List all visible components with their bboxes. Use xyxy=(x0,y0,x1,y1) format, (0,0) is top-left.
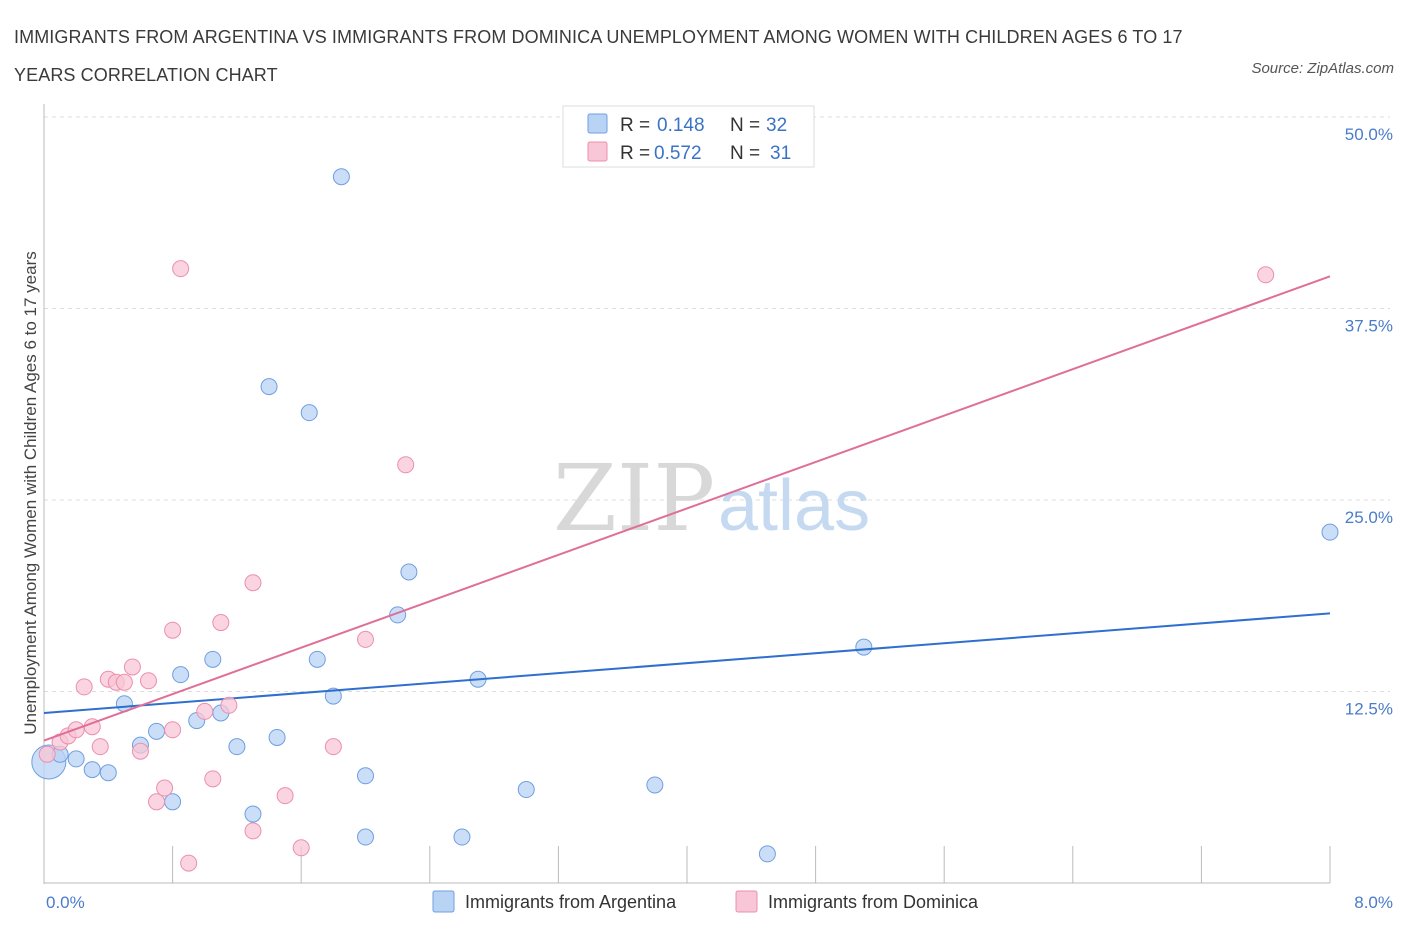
legend-n-label-dominica: N = xyxy=(730,143,760,164)
point-dominica xyxy=(244,574,262,592)
chart-title: IMMIGRANTS FROM ARGENTINA VS IMMIGRANTS … xyxy=(14,27,1183,85)
point-argentina xyxy=(244,805,262,823)
point-argentina xyxy=(308,650,326,668)
point-dominica xyxy=(148,793,166,811)
point-argentina xyxy=(324,687,342,705)
point-argentina xyxy=(148,722,166,740)
point-argentina xyxy=(260,378,278,396)
x-tick-label-min: 0.0% xyxy=(46,893,85,912)
point-dominica xyxy=(204,770,222,788)
gridlines xyxy=(44,116,1390,692)
series-argentina xyxy=(31,168,1339,863)
y-tick-label: 50.0% xyxy=(1345,125,1393,144)
y-axis-label: Unemployment Among Women with Children A… xyxy=(21,251,40,735)
source-credit: Source: ZipAtlas.com xyxy=(1251,60,1394,77)
point-argentina xyxy=(332,168,350,186)
point-dominica xyxy=(357,630,374,648)
y-tick-label: 12.5% xyxy=(1345,700,1393,719)
point-dominica xyxy=(172,260,190,278)
point-dominica xyxy=(156,779,174,797)
point-argentina xyxy=(172,666,190,684)
legend-n-value-argentina: 32 xyxy=(766,115,787,136)
point-argentina xyxy=(67,750,85,768)
point-dominica xyxy=(91,738,109,756)
point-dominica xyxy=(139,672,157,690)
point-dominica xyxy=(1257,266,1275,284)
bottom-legend: Immigrants from Argentina Immigrants fro… xyxy=(432,890,979,913)
trendline-dominica xyxy=(43,275,1331,742)
point-argentina xyxy=(204,650,222,668)
point-dominica xyxy=(123,658,141,676)
point-dominica xyxy=(212,614,230,632)
point-dominica xyxy=(292,839,310,857)
point-argentina xyxy=(300,404,318,422)
x-tick-label-max: 8.0% xyxy=(1354,893,1393,912)
series-dominica xyxy=(38,260,1331,872)
legend-r-value-argentina: 0.148 xyxy=(657,115,705,136)
y-tick-label: 25.0% xyxy=(1345,508,1393,527)
point-argentina xyxy=(855,638,873,656)
point-dominica xyxy=(244,822,262,840)
bottom-legend-swatch-dominica xyxy=(735,890,758,913)
legend-swatch-argentina xyxy=(587,113,608,134)
point-dominica xyxy=(220,696,238,714)
point-dominica xyxy=(164,721,182,739)
point-argentina xyxy=(99,764,117,782)
point-argentina xyxy=(268,728,286,746)
point-argentina xyxy=(164,793,182,811)
watermark: ZIP atlas xyxy=(553,445,870,552)
point-argentina xyxy=(517,781,535,799)
point-dominica xyxy=(196,702,214,720)
point-dominica xyxy=(115,673,133,691)
bottom-legend-label-dominica: Immigrants from Dominica xyxy=(768,892,979,912)
legend-n-value-dominica: 31 xyxy=(770,143,791,164)
legend-r-value-dominica: 0.572 xyxy=(654,143,702,164)
bottom-legend-swatch-argentina xyxy=(432,890,455,913)
y-tick-label: 37.5% xyxy=(1345,317,1393,336)
watermark-zip: ZIP xyxy=(553,445,715,552)
point-dominica xyxy=(180,854,198,872)
y-axis-tick-labels: 12.5% 25.0% 37.5% 50.0% xyxy=(1345,125,1393,719)
point-argentina xyxy=(646,776,664,794)
point-dominica xyxy=(164,621,182,639)
point-argentina xyxy=(357,767,374,785)
bottom-legend-label-argentina: Immigrants from Argentina xyxy=(465,892,677,912)
point-argentina xyxy=(758,845,776,863)
watermark-atlas: atlas xyxy=(718,466,870,546)
point-dominica xyxy=(276,787,294,805)
point-argentina xyxy=(357,828,374,846)
point-dominica xyxy=(397,456,415,474)
point-argentina xyxy=(1321,523,1339,541)
point-argentina xyxy=(228,738,246,756)
point-dominica xyxy=(131,742,149,760)
x-axis-ticks xyxy=(172,846,1331,883)
legend-swatch-dominica xyxy=(587,141,608,162)
legend-r-label-dominica: R = xyxy=(620,143,650,164)
top-legend: R = 0.148 N = 32 R = 0.572 N = 31 xyxy=(562,105,815,168)
trendline-argentina xyxy=(43,612,1331,714)
point-dominica xyxy=(75,678,93,696)
point-argentina xyxy=(83,761,101,779)
point-argentina xyxy=(453,828,471,846)
point-dominica xyxy=(38,745,56,763)
legend-n-label-argentina: N = xyxy=(730,115,760,136)
legend-r-label-argentina: R = xyxy=(620,115,650,136)
point-dominica xyxy=(324,738,342,756)
point-argentina xyxy=(400,563,418,581)
